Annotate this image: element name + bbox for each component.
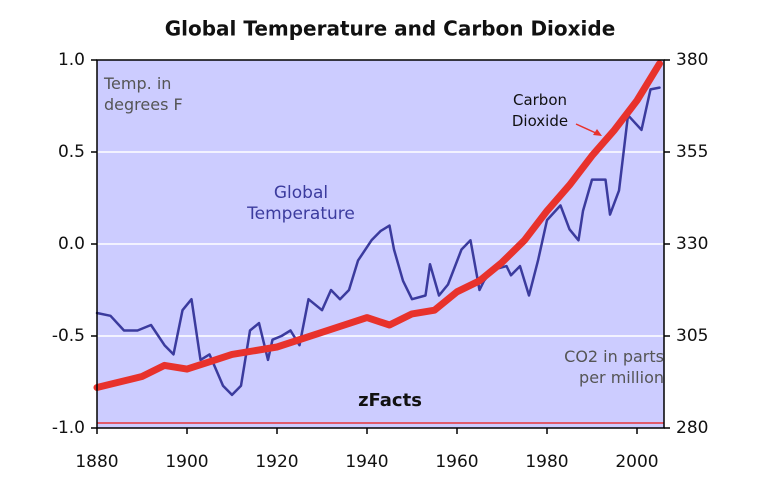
y2-tick-label: 355 [676, 142, 708, 162]
x-tick-label: 1940 [345, 452, 388, 472]
chart-title: Global Temperature and Carbon Dioxide [165, 17, 616, 41]
y-tick-label: 1.0 [58, 50, 85, 70]
y2-tick-label: 330 [676, 234, 708, 254]
annotation-arrow [575, 123, 599, 135]
series-line [93, 60, 663, 391]
series-line [95, 86, 661, 397]
x-tick-label: 1980 [525, 452, 568, 472]
x-tick-label: 1920 [255, 452, 298, 472]
series-label: Global Temperature [247, 183, 355, 224]
y-tick-label: 0.0 [58, 234, 85, 254]
x-tick-label: 1960 [435, 452, 478, 472]
annotation: CO2 in parts per million [564, 347, 664, 387]
y-tick-label: -0.5 [52, 326, 85, 346]
x-tick-label: 1900 [165, 452, 208, 472]
annotation-arrowhead [593, 129, 602, 136]
y-tick-label: -1.0 [52, 418, 85, 438]
annotation: zFacts [358, 390, 422, 411]
y-tick-label: 0.5 [58, 142, 85, 162]
y2-tick-label: 380 [676, 50, 708, 70]
x-tick-label: 2000 [615, 452, 658, 472]
series-label: Carbon Dioxide [511, 91, 569, 130]
y2-tick-label: 280 [676, 418, 708, 438]
y2-tick-label: 305 [676, 326, 708, 346]
annotation: Temp. in degrees F [104, 74, 183, 114]
x-tick-label: 1880 [75, 452, 118, 472]
